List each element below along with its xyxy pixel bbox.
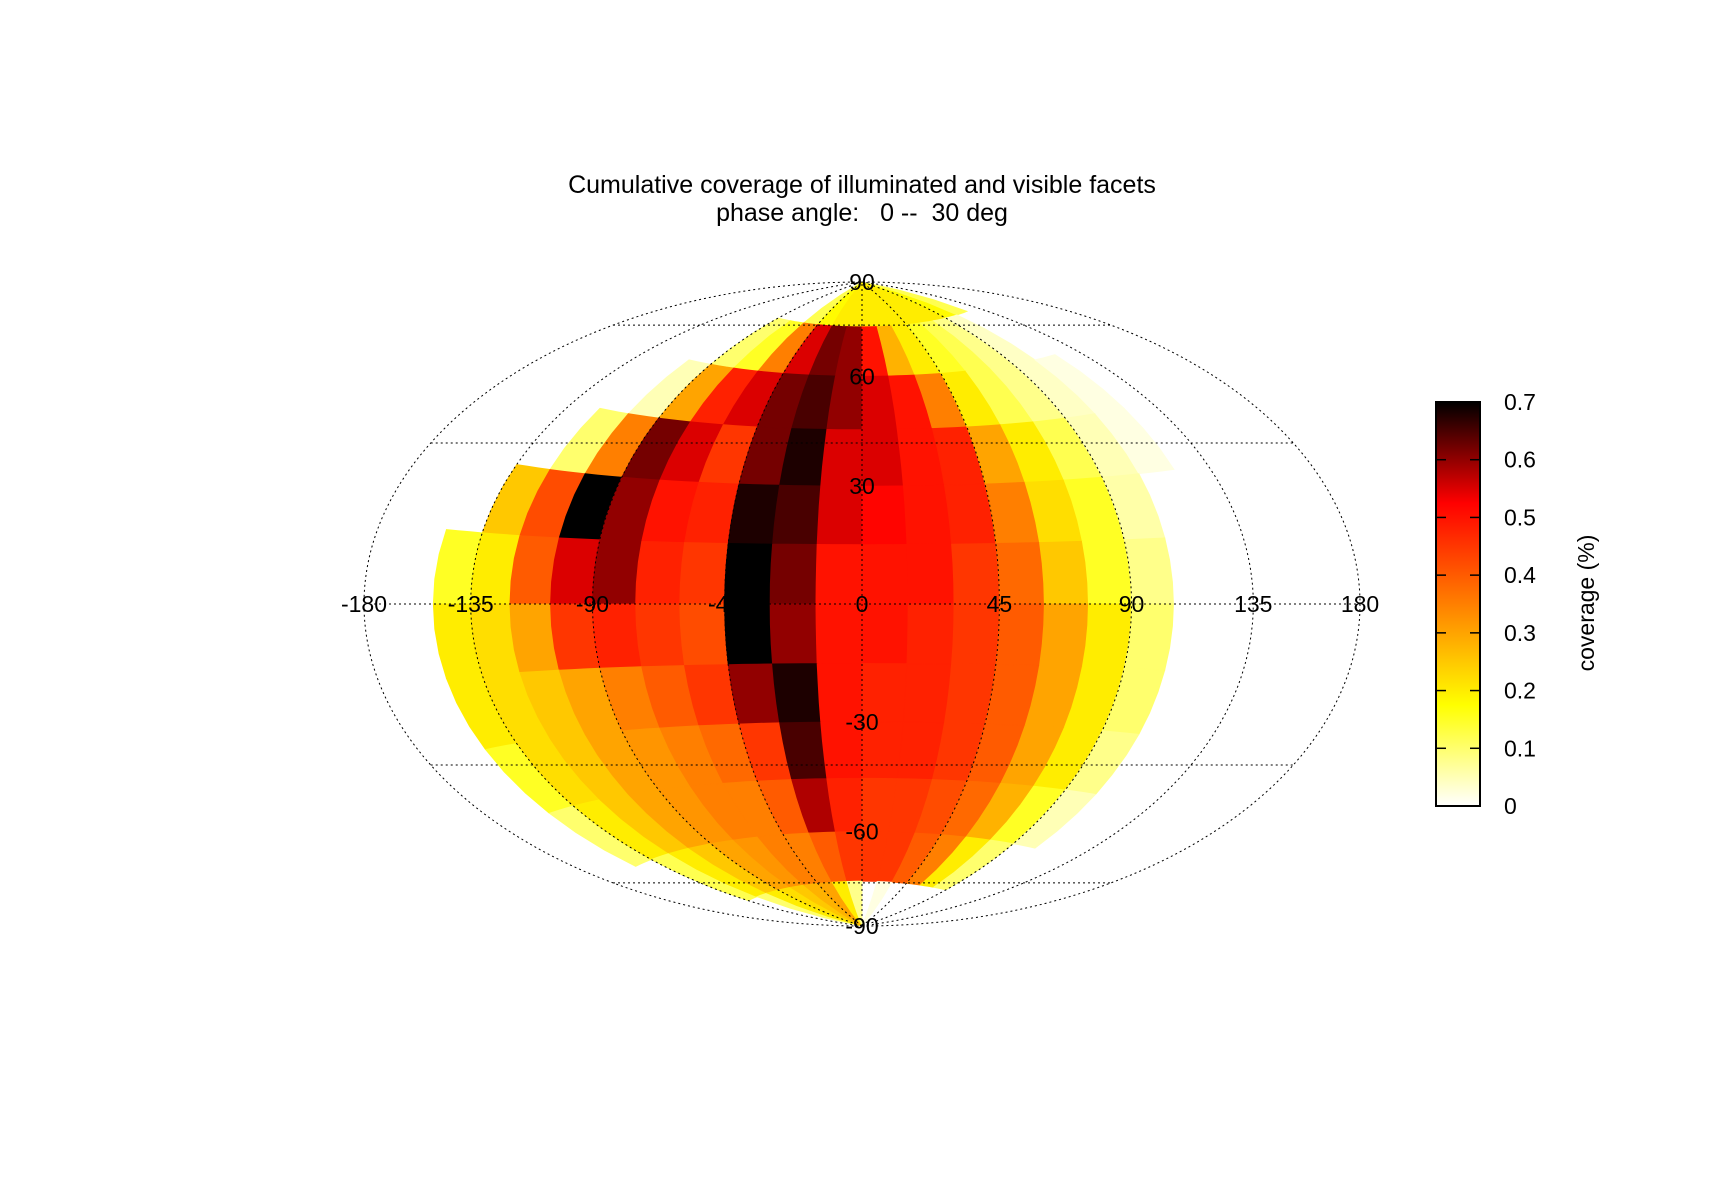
longitude-tick-label: -45 <box>708 591 741 617</box>
map-cell <box>1094 407 1175 475</box>
map-cell <box>1012 789 1097 849</box>
colorbar-tick-label: 0 <box>1504 793 1517 819</box>
meridian-line <box>591 281 863 927</box>
map-graticule <box>363 281 1361 927</box>
colorbar-tick-label: 0.3 <box>1504 620 1536 646</box>
map-cell <box>861 281 969 316</box>
map-tick-labels: -180 -135 -90 -45 0 45 90 135 180 90 60 30 -30 -60 -90 <box>341 269 1379 939</box>
colorbar-gradient <box>1435 401 1481 807</box>
longitude-tick-label: -90 <box>576 591 609 617</box>
latitude-tick-label: 60 <box>849 363 875 389</box>
map-cell <box>861 881 893 927</box>
colorbar: 0 0.1 0.2 0.3 0.4 0.5 0.6 0.7 <box>1435 389 1536 819</box>
meridian-line <box>861 281 1000 927</box>
map-cell <box>635 540 685 605</box>
longitude-tick-label: 90 <box>1119 591 1145 617</box>
colorbar-tick-label: 0.1 <box>1504 735 1536 761</box>
meridian-line <box>861 281 1133 927</box>
longitude-tick-label: 135 <box>1234 591 1272 617</box>
map-boundary <box>363 281 1361 927</box>
map-cell <box>861 543 909 605</box>
map-cell <box>861 603 909 665</box>
longitude-tick-label: 45 <box>987 591 1013 617</box>
map-cell <box>772 663 822 724</box>
latitude-tick-label: 90 <box>849 269 875 295</box>
map-cell <box>769 603 818 665</box>
colorbar-tick-label: 0.7 <box>1504 389 1536 415</box>
meridian-line <box>724 281 863 927</box>
colorbar-tick-label: 0.5 <box>1504 504 1536 530</box>
colorbar-tick-label: 0.2 <box>1504 678 1536 704</box>
colorbar-label: coverage (%) <box>1573 535 1599 672</box>
map-cells <box>432 281 1175 927</box>
latitude-tick-label: 30 <box>849 473 875 499</box>
map-cell <box>1039 540 1089 605</box>
colorbar-tick-label: 0.4 <box>1504 562 1536 588</box>
map-cell <box>902 484 952 545</box>
map-cell <box>772 484 822 545</box>
longitude-tick-label: -135 <box>448 591 494 617</box>
longitude-tick-label: -180 <box>341 591 387 617</box>
chart-subtitle: phase angle: 0 -- 30 deg <box>716 199 1008 227</box>
colorbar-tick-label: 0.6 <box>1504 447 1536 473</box>
longitude-tick-label: 0 <box>856 591 869 617</box>
meridian-line <box>861 281 1254 927</box>
latitude-tick-label: -30 <box>845 709 878 735</box>
latitude-tick-label: -60 <box>845 819 878 845</box>
map-cell <box>906 543 955 605</box>
map-cell <box>1039 603 1089 668</box>
map-cell <box>902 663 952 724</box>
map-cell <box>769 543 818 605</box>
chart-title: Cumulative coverage of illuminated and v… <box>568 171 1156 199</box>
longitude-tick-label: 180 <box>1341 591 1379 617</box>
latitude-tick-label: -90 <box>845 913 878 939</box>
map-cell <box>635 603 685 668</box>
map-cell <box>906 603 955 665</box>
